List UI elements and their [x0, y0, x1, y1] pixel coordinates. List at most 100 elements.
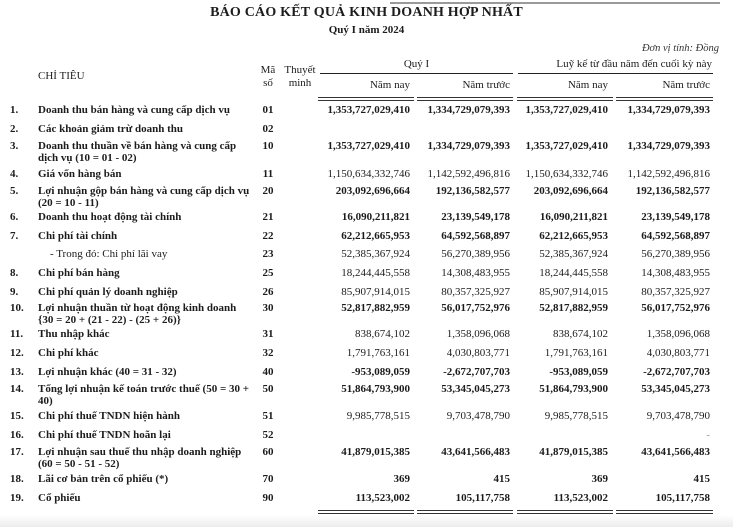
- row-value: -2,672,707,703: [643, 366, 710, 378]
- row-value: 203,092,696,664: [533, 185, 608, 197]
- row-value: 53,345,045,273: [641, 383, 710, 395]
- row-code: 10: [262, 140, 274, 152]
- row-value: 415: [493, 473, 511, 485]
- row-value: 41,879,015,385: [539, 446, 608, 458]
- row-value: -2,672,707,703: [443, 366, 510, 378]
- row-value: 1,358,096,068: [646, 328, 710, 340]
- row-label: Doanh thu hoạt động tài chính: [38, 211, 182, 223]
- row-value: 43,641,566,483: [641, 446, 710, 458]
- double-rule: [517, 97, 613, 101]
- row-number: 7.: [10, 230, 19, 242]
- double-rule: [417, 510, 513, 514]
- row-value: 1,334,729,079,393: [427, 140, 511, 152]
- row-value: 1,334,729,079,393: [427, 104, 511, 116]
- header-note: Thuyết minh: [284, 64, 316, 89]
- header-q-last-year: Năm trước: [462, 79, 510, 91]
- row-value: 1,791,763,161: [346, 347, 410, 359]
- row-number: 4.: [10, 168, 19, 180]
- row-value: 23,139,549,178: [441, 211, 510, 223]
- row-value: 838,674,102: [553, 328, 608, 340]
- row-value: 9,703,478,790: [446, 410, 510, 422]
- row-number: 5.: [10, 185, 19, 197]
- row-number: 14.: [10, 383, 24, 395]
- row-label: Chi phí khác: [38, 347, 99, 359]
- row-value: 105,117,758: [655, 492, 710, 504]
- row-value: 9,985,778,515: [544, 410, 608, 422]
- row-value: 16,090,211,821: [539, 211, 608, 223]
- row-code: 22: [262, 230, 274, 242]
- row-code: 31: [262, 328, 274, 340]
- row-label: Chi phí thuế TNDN hiện hành: [38, 410, 180, 422]
- row-number: 6.: [10, 211, 19, 223]
- row-value: -953,089,059: [549, 366, 608, 378]
- row-number: 1.: [10, 104, 19, 116]
- row-label: Chi phí quản lý doanh nghiệp: [38, 286, 178, 298]
- header-quarter-rule: [320, 73, 513, 74]
- row-value: 1,353,727,029,410: [525, 140, 609, 152]
- row-value: 16,090,211,821: [341, 211, 410, 223]
- row-value: 1,358,096,068: [446, 328, 510, 340]
- row-label: Thu nhập khác: [38, 328, 110, 340]
- row-label: Chi phí bán hàng: [38, 267, 120, 279]
- row-label: Lợi nhuận khác (40 = 31 - 32): [38, 366, 177, 378]
- row-value: 113,523,002: [553, 492, 608, 504]
- currency-unit: Đơn vị tính: Đồng: [641, 43, 719, 54]
- row-code: 51: [262, 410, 274, 422]
- row-value: 64,592,568,897: [441, 230, 510, 242]
- row-value: 105,117,758: [455, 492, 510, 504]
- row-value: 80,357,325,927: [641, 286, 710, 298]
- row-code: 50: [262, 383, 274, 395]
- double-rule: [616, 510, 713, 514]
- row-value: 52,817,882,959: [539, 302, 608, 314]
- row-value: 23,139,549,178: [641, 211, 710, 223]
- row-number: 11.: [10, 328, 24, 340]
- row-value: 203,092,696,664: [335, 185, 410, 197]
- row-number: 10.: [10, 302, 24, 314]
- row-code: 21: [262, 211, 274, 223]
- row-number: 18.: [10, 473, 24, 485]
- header-code: Mã số: [260, 64, 276, 89]
- row-value: 51,864,793,900: [341, 383, 410, 395]
- row-value: 192,136,582,577: [435, 185, 510, 197]
- row-code: 52: [262, 429, 274, 441]
- row-value: 56,270,389,956: [441, 248, 510, 260]
- row-value: 62,212,665,953: [341, 230, 410, 242]
- row-label: Chi phí thuế TNDN hoãn lại: [38, 429, 171, 441]
- row-value: 1,334,729,079,393: [627, 140, 711, 152]
- page-top-rule: [390, 2, 720, 4]
- header-q-this-year: Năm nay: [369, 79, 410, 91]
- double-rule: [417, 97, 513, 101]
- header-ytd-rule: [518, 73, 713, 74]
- row-value: 52,385,367,924: [539, 248, 608, 260]
- row-number: 9.: [10, 286, 19, 298]
- row-code: 26: [262, 286, 274, 298]
- row-label: Tổng lợi nhuận kế toán trước thuế (50 = …: [38, 383, 250, 407]
- header-indicator: CHỈ TIÊU: [38, 70, 85, 82]
- row-code: 90: [262, 492, 274, 504]
- page-edge-shadow: [0, 515, 733, 527]
- row-code: 23: [262, 248, 274, 260]
- row-value: 369: [393, 473, 411, 485]
- row-number: 8.: [10, 267, 19, 279]
- row-value: 52,385,367,924: [341, 248, 410, 260]
- row-value: 80,357,325,927: [441, 286, 510, 298]
- row-label: - Trong đó: Chi phí lãi vay: [50, 248, 168, 260]
- row-value: 1,150,634,332,746: [525, 168, 609, 180]
- row-value: 192,136,582,577: [635, 185, 710, 197]
- row-number: 17.: [10, 446, 24, 458]
- row-value: 62,212,665,953: [539, 230, 608, 242]
- row-number: 3.: [10, 140, 19, 152]
- row-value: 415: [693, 473, 711, 485]
- row-code: 20: [262, 185, 274, 197]
- row-label: Chi phí tài chính: [38, 230, 118, 242]
- row-value: 1,353,727,029,410: [327, 104, 411, 116]
- row-code: 30: [262, 302, 274, 314]
- row-value: 1,142,592,496,816: [427, 168, 511, 180]
- row-value: 52,817,882,959: [341, 302, 410, 314]
- row-value: 14,308,483,955: [441, 267, 510, 279]
- row-code: 11: [262, 168, 274, 180]
- row-label: Lợi nhuận thuần từ hoạt động kinh doanh …: [38, 302, 237, 326]
- row-value: 56,017,752,976: [441, 302, 510, 314]
- row-value: 1,353,727,029,410: [525, 104, 609, 116]
- row-value: 43,641,566,483: [441, 446, 510, 458]
